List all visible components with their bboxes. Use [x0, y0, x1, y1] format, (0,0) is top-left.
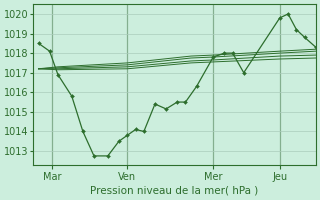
- X-axis label: Pression niveau de la mer( hPa ): Pression niveau de la mer( hPa ): [90, 186, 259, 196]
